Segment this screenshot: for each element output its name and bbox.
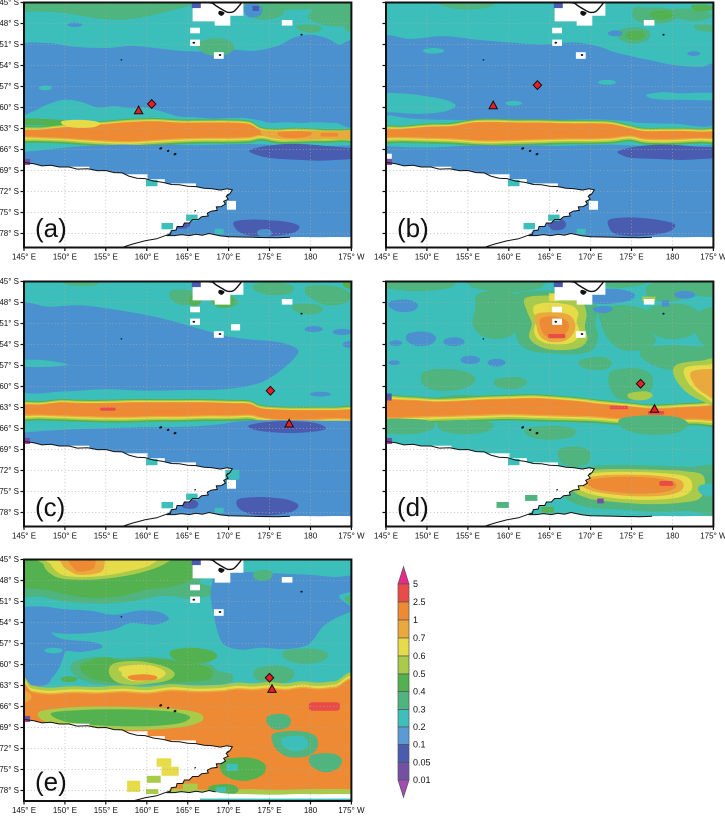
svg-text:57° S: 57° S: [0, 361, 19, 370]
svg-text:45° S: 45° S: [0, 555, 19, 564]
svg-text:72° S: 72° S: [0, 466, 19, 475]
svg-text:160° E: 160° E: [135, 253, 159, 262]
svg-text:170° E: 170° E: [217, 806, 241, 815]
svg-text:(c): (c): [35, 492, 65, 522]
svg-text:160° E: 160° E: [497, 532, 521, 541]
svg-text:180: 180: [304, 253, 318, 262]
svg-text:45° S: 45° S: [0, 0, 19, 7]
svg-text:72° S: 72° S: [0, 187, 19, 196]
svg-text:54° S: 54° S: [0, 61, 19, 70]
svg-text:160° E: 160° E: [135, 806, 159, 815]
svg-text:145° E: 145° E: [12, 253, 36, 262]
svg-text:175° E: 175° E: [257, 806, 281, 815]
svg-text:180: 180: [666, 532, 680, 541]
svg-text:57° S: 57° S: [0, 639, 19, 648]
svg-text:60° S: 60° S: [0, 660, 19, 669]
svg-text:175° E: 175° E: [619, 532, 643, 541]
svg-text:75° S: 75° S: [0, 765, 19, 774]
svg-text:180: 180: [304, 532, 318, 541]
svg-text:175° W: 175° W: [338, 532, 365, 541]
svg-text:145° E: 145° E: [374, 253, 398, 262]
svg-text:165° E: 165° E: [176, 532, 200, 541]
svg-text:0.4: 0.4: [413, 687, 426, 697]
svg-text:165° E: 165° E: [176, 253, 200, 262]
svg-text:165° E: 165° E: [538, 532, 562, 541]
svg-text:69° S: 69° S: [0, 166, 19, 175]
svg-text:57° S: 57° S: [0, 82, 19, 91]
svg-text:155° E: 155° E: [94, 253, 118, 262]
svg-text:5: 5: [413, 579, 418, 589]
svg-text:48° S: 48° S: [0, 576, 19, 585]
svg-text:78° S: 78° S: [0, 229, 19, 238]
svg-text:145° E: 145° E: [12, 806, 36, 815]
svg-text:180: 180: [304, 806, 318, 815]
svg-text:155° E: 155° E: [94, 806, 118, 815]
svg-text:175° W: 175° W: [338, 806, 365, 815]
svg-text:48° S: 48° S: [0, 298, 19, 307]
svg-text:145° E: 145° E: [12, 532, 36, 541]
svg-text:150° E: 150° E: [415, 532, 439, 541]
svg-text:(a): (a): [35, 213, 67, 243]
svg-text:45° S: 45° S: [0, 277, 19, 286]
svg-text:150° E: 150° E: [53, 253, 77, 262]
svg-text:0.6: 0.6: [413, 651, 426, 661]
svg-text:165° E: 165° E: [538, 253, 562, 262]
svg-text:78° S: 78° S: [0, 508, 19, 517]
svg-text:0.1: 0.1: [413, 740, 426, 750]
svg-text:175° E: 175° E: [257, 253, 281, 262]
svg-text:0.3: 0.3: [413, 705, 426, 715]
svg-text:75° S: 75° S: [0, 487, 19, 496]
svg-text:160° E: 160° E: [135, 532, 159, 541]
svg-text:0.05: 0.05: [413, 758, 431, 768]
svg-text:66° S: 66° S: [0, 702, 19, 711]
svg-text:145° E: 145° E: [374, 532, 398, 541]
svg-text:150° E: 150° E: [415, 253, 439, 262]
svg-text:175° W: 175° W: [338, 253, 365, 262]
svg-text:51° S: 51° S: [0, 597, 19, 606]
svg-text:160° E: 160° E: [497, 253, 521, 262]
svg-text:155° E: 155° E: [456, 532, 480, 541]
svg-text:51° S: 51° S: [0, 319, 19, 328]
svg-text:170° E: 170° E: [217, 532, 241, 541]
svg-text:63° S: 63° S: [0, 124, 19, 133]
svg-text:60° S: 60° S: [0, 382, 19, 391]
svg-text:175° W: 175° W: [700, 532, 725, 541]
svg-text:60° S: 60° S: [0, 103, 19, 112]
svg-text:(e): (e): [35, 767, 67, 797]
svg-text:63° S: 63° S: [0, 681, 19, 690]
svg-text:165° E: 165° E: [176, 806, 200, 815]
svg-text:1: 1: [413, 615, 418, 625]
svg-text:0.5: 0.5: [413, 669, 426, 679]
svg-text:75° S: 75° S: [0, 208, 19, 217]
svg-text:150° E: 150° E: [53, 532, 77, 541]
svg-text:48° S: 48° S: [0, 19, 19, 28]
svg-text:170° E: 170° E: [217, 253, 241, 262]
svg-text:150° E: 150° E: [53, 806, 77, 815]
svg-text:180: 180: [666, 253, 680, 262]
svg-text:175° E: 175° E: [257, 532, 281, 541]
svg-text:2.5: 2.5: [413, 597, 426, 607]
svg-text:72° S: 72° S: [0, 744, 19, 753]
svg-text:170° E: 170° E: [579, 532, 603, 541]
svg-text:63° S: 63° S: [0, 403, 19, 412]
svg-text:69° S: 69° S: [0, 445, 19, 454]
svg-text:78° S: 78° S: [0, 786, 19, 795]
svg-text:175° E: 175° E: [619, 253, 643, 262]
svg-text:(d): (d): [397, 492, 429, 522]
svg-text:0.7: 0.7: [413, 633, 426, 643]
svg-text:66° S: 66° S: [0, 424, 19, 433]
svg-text:(b): (b): [397, 213, 429, 243]
svg-text:69° S: 69° S: [0, 723, 19, 732]
svg-text:0.2: 0.2: [413, 722, 426, 732]
svg-text:54° S: 54° S: [0, 340, 19, 349]
svg-text:0.01: 0.01: [413, 775, 431, 785]
svg-text:155° E: 155° E: [456, 253, 480, 262]
svg-text:54° S: 54° S: [0, 618, 19, 627]
svg-text:66° S: 66° S: [0, 145, 19, 154]
svg-text:170° E: 170° E: [579, 253, 603, 262]
svg-text:155° E: 155° E: [94, 532, 118, 541]
svg-text:175° W: 175° W: [700, 253, 725, 262]
svg-text:51° S: 51° S: [0, 40, 19, 49]
